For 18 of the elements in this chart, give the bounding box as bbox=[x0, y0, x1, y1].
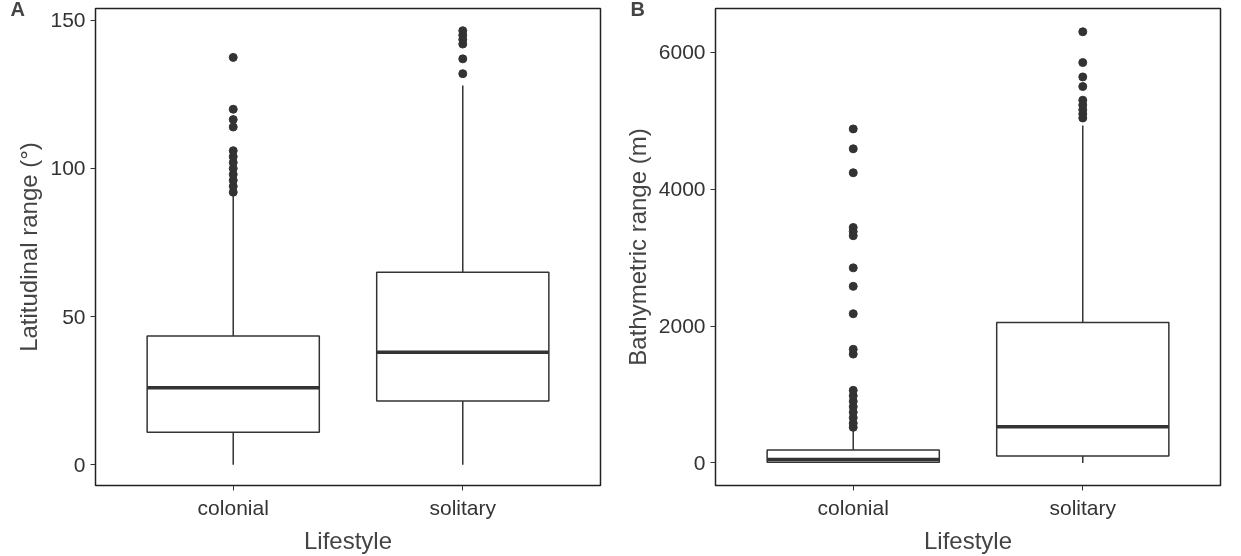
chart-title: A bbox=[10, 0, 25, 20]
x-tick-label: colonial bbox=[197, 495, 269, 519]
x-tick-label: solitary bbox=[429, 495, 497, 519]
x-axis-title: Lifestyle bbox=[923, 526, 1013, 554]
y-tick-label: 150 bbox=[50, 8, 86, 32]
y-tick-label: 0 bbox=[73, 452, 86, 476]
y-tick-label: 100 bbox=[50, 156, 86, 180]
x-tick-label: colonial bbox=[817, 495, 889, 519]
y-tick-label: 4000 bbox=[658, 177, 706, 201]
x-axis-title: Lifestyle bbox=[303, 526, 393, 554]
y-tick-label: 2000 bbox=[658, 314, 706, 338]
y-tick-label: 50 bbox=[62, 304, 86, 328]
y-axis-title: Bathymetric range (m) bbox=[623, 128, 651, 366]
x-tick-label: solitary bbox=[1049, 495, 1117, 519]
y-tick-label: 0 bbox=[693, 450, 706, 474]
chart-title: B bbox=[630, 0, 645, 20]
y-axis-title: Latitudinal range (°) bbox=[15, 142, 43, 352]
y-tick-label: 6000 bbox=[658, 40, 706, 64]
